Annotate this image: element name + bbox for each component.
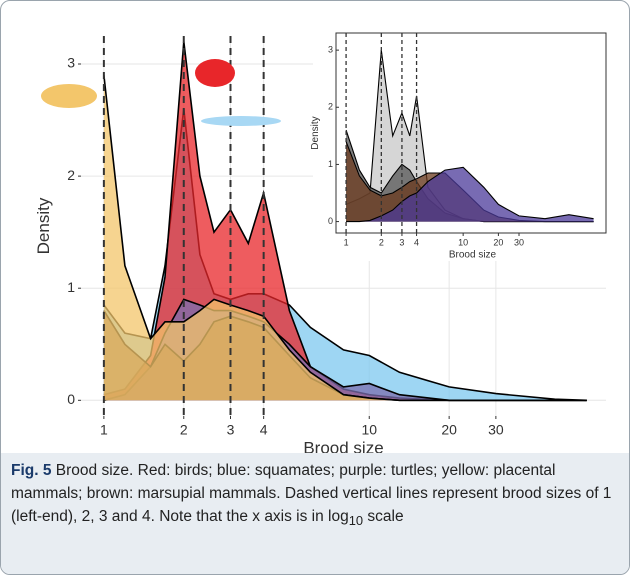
y-tick-label: 1: [328, 159, 333, 169]
density-fill: [346, 167, 594, 222]
inset-background: [313, 27, 611, 261]
x-tick-label: 2: [180, 421, 188, 437]
density-line: [346, 166, 594, 223]
y-tick-label: 3: [67, 55, 75, 71]
x-tick-label: 4: [260, 421, 268, 437]
y-tick-label: 3: [328, 45, 333, 55]
density-fill: [103, 75, 587, 401]
x-tick-label: 20: [441, 421, 457, 437]
x-tick-label: 3: [227, 421, 235, 437]
x-tick-label: 10: [361, 421, 377, 437]
wolf-icon: [41, 84, 97, 108]
bird-icon: [195, 59, 235, 87]
panel-border: [335, 32, 607, 234]
x-tick-label: 1: [100, 421, 108, 437]
y-tick-label: 2: [67, 167, 75, 183]
caption-text: Brood size. Red: birds; blue: squamates;…: [11, 462, 612, 525]
y-axis-label: Density: [34, 197, 53, 254]
y-tick-label: 1: [67, 279, 75, 295]
y-tick-label: 0: [328, 216, 333, 226]
y-tick-label: 2: [328, 102, 333, 112]
caption-text: scale: [367, 508, 404, 525]
x-tick-label: 30: [514, 237, 524, 247]
x-tick-label: 20: [493, 237, 503, 247]
x-axis-label: Brood size: [449, 249, 497, 260]
x-tick-label: 1: [344, 237, 349, 247]
icons: [41, 59, 281, 126]
x-tick-label: 30: [488, 421, 504, 437]
y-axis-label: Density: [310, 116, 321, 149]
lizard-icon: [201, 116, 281, 126]
y-tick-label: 0: [67, 391, 75, 407]
caption: Fig. 5 Brood size. Red: birds; blue: squ…: [1, 453, 629, 574]
x-axis-label: Brood size: [303, 438, 383, 453]
x-tick-label: 2: [379, 237, 384, 247]
caption-subscript: 10: [348, 513, 364, 529]
x-tick-label: 10: [458, 237, 468, 247]
caption-label: Fig. 5: [11, 462, 52, 479]
x-tick-label: 4: [414, 237, 419, 247]
x-tick-label: 3: [399, 237, 404, 247]
